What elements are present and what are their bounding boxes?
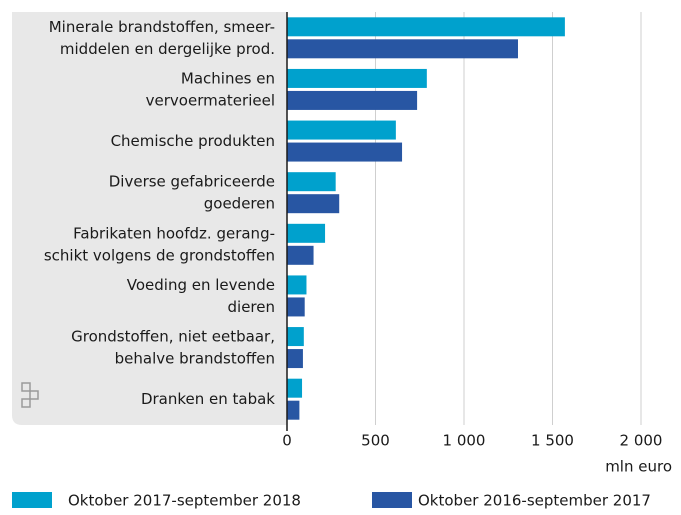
y-tick-label: Chemische produkten [111, 132, 275, 150]
y-tick-label: Diverse gefabriceerde goederen [109, 172, 275, 212]
legend-label: Oktober 2017-september 2018 [68, 492, 301, 510]
y-tick-label-line: Grondstoffen, niet eetbaar, [71, 327, 275, 345]
y-tick-label: Grondstoffen, niet eetbaar, behalve brand… [71, 327, 275, 367]
y-tick-label-line: Dranken en tabak [141, 390, 275, 408]
y-tick-label-line: dieren [228, 297, 276, 315]
y-tick-label-line: Fabrikaten hoofdz. gerang- [73, 224, 275, 242]
x-tick-label: 0 [282, 432, 292, 450]
y-tick-label-line: Voeding en levende [127, 275, 275, 293]
x-axis-label: mln euro [605, 458, 672, 476]
y-tick-label-line: vervoermaterieel [146, 91, 275, 109]
y-tick-label-line: goederen [204, 194, 275, 212]
bar [287, 327, 304, 347]
y-tick-label: Dranken en tabak [141, 390, 275, 408]
y-tick-label-line: Chemische produkten [111, 132, 275, 150]
y-tick-label-line: Machines en [181, 69, 275, 87]
y-tick-label: Machines en vervoermaterieel [146, 69, 275, 109]
logo [21, 382, 39, 408]
bar [287, 275, 307, 295]
bar [287, 17, 565, 37]
bar [287, 400, 300, 420]
x-tick-label: 1 000 [443, 432, 486, 450]
bar [287, 142, 403, 162]
bar [287, 378, 303, 398]
bar [287, 297, 305, 317]
y-tick-label-line: behalve brandstoffen [115, 349, 275, 367]
bar [287, 39, 518, 59]
legend-swatch [12, 492, 52, 508]
bar [287, 194, 340, 214]
y-tick-label-line: Minerale brandstoffen, smeer- [49, 17, 275, 35]
bar [287, 120, 396, 140]
y-tick-label-line: middelen en dergelijke prod. [60, 39, 275, 57]
y-tick-label-line: Diverse gefabriceerde [109, 172, 275, 190]
y-tick-label: Minerale brandstoffen, smeer-middelen en… [49, 17, 275, 57]
y-tick-label: Voeding en levende dieren [127, 275, 275, 315]
legend-label: Oktober 2016-september 2017 [418, 492, 651, 510]
y-tick-label: Fabrikaten hoofdz. gerang-schikt volgens… [44, 224, 275, 264]
bar [287, 68, 427, 88]
y-tick-label-line: schikt volgens de grondstoffen [44, 246, 275, 264]
x-tick-label: 500 [361, 432, 390, 450]
x-tick-label: 2 000 [620, 432, 663, 450]
legend-swatch [372, 492, 412, 508]
bar [287, 349, 303, 369]
label-panel [12, 12, 287, 425]
bar [287, 90, 418, 110]
x-tick-label: 1 500 [531, 432, 574, 450]
bar [287, 245, 314, 265]
bar [287, 223, 326, 243]
bar [287, 172, 336, 192]
